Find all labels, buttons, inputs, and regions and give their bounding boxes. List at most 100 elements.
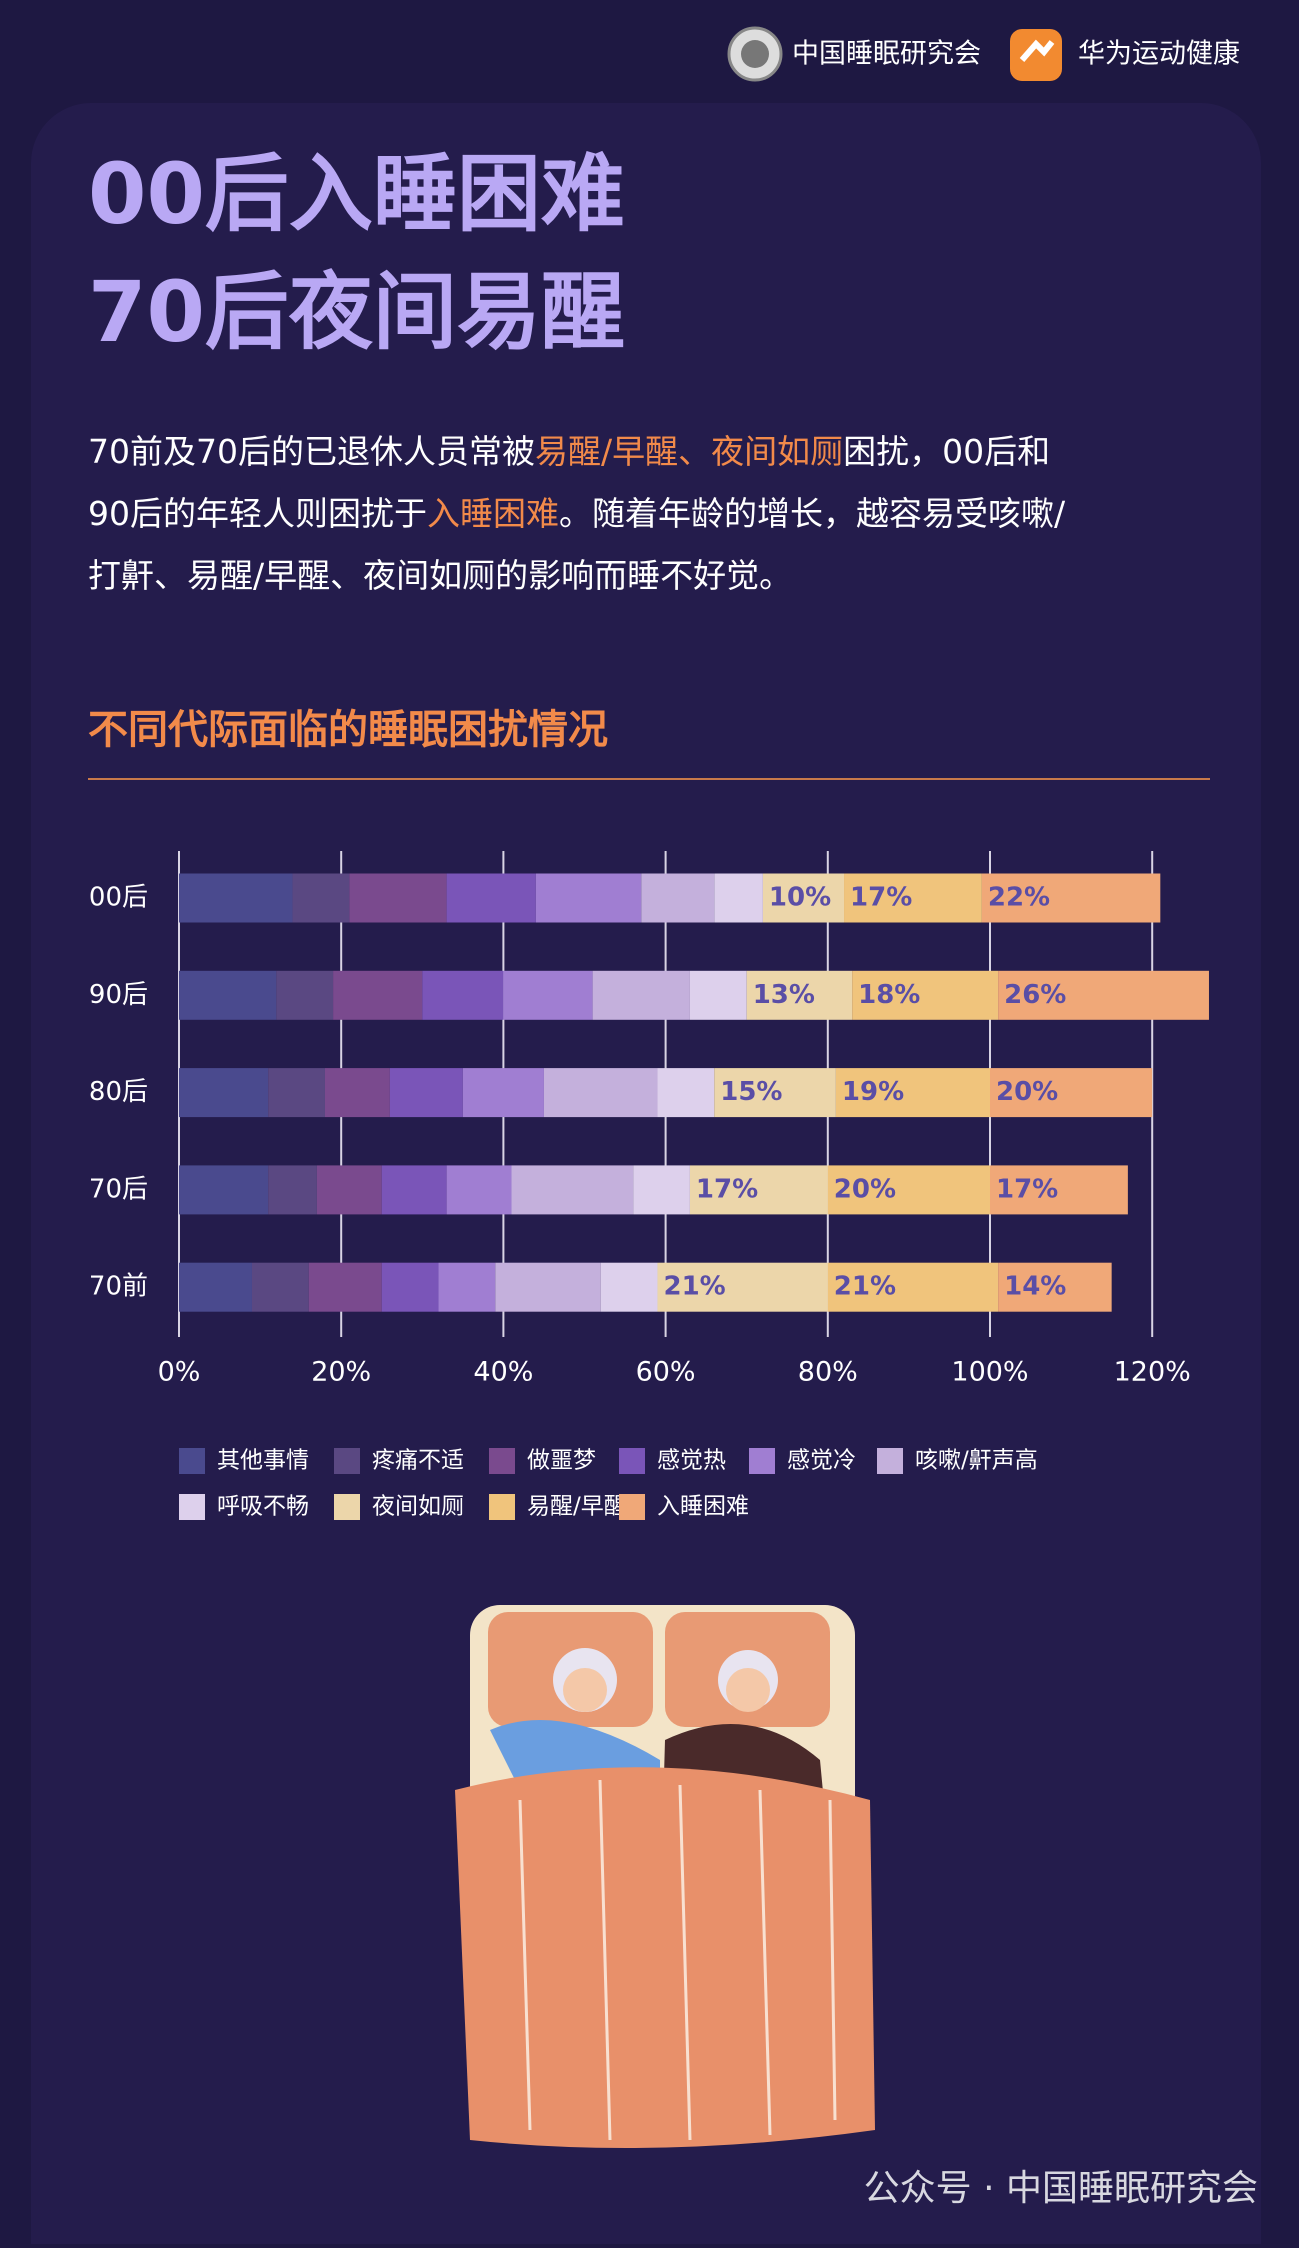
bar-segment <box>179 1068 269 1118</box>
y-tick-label: 80后 <box>89 1077 148 1107</box>
bar-segment <box>657 1262 828 1312</box>
bar-segment <box>998 970 1209 1020</box>
illustration <box>455 1605 875 2148</box>
bar-segment <box>268 1165 317 1215</box>
paragraph-line: 打鼾、易醒/早醒、夜间如厕的影响而睡不好觉。 <box>88 556 792 595</box>
bar-segment <box>535 873 642 923</box>
bar-segment <box>389 1068 463 1118</box>
bar-segment <box>438 1262 496 1312</box>
legend-label: 夜间如厕 <box>372 1494 464 1520</box>
chart-title: 不同代际面临的睡眠困扰情况 <box>88 707 608 753</box>
y-tick-label: 90后 <box>89 980 148 1010</box>
paragraph-line: 90后的年轻人则困扰于入睡困难。随着年龄的增长，越容易受咳嗽/ <box>88 494 1066 533</box>
bar-segment <box>179 1262 252 1312</box>
legend-label: 咳嗽/鼾声高 <box>915 1448 1038 1474</box>
legend-swatch <box>619 1448 645 1474</box>
legend-swatch <box>489 1448 515 1474</box>
value-label: 13% <box>753 980 815 1010</box>
paragraph-span: 困扰，00后和 <box>843 432 1050 471</box>
headline: 00后入睡困难 <box>88 145 625 243</box>
bar-segment <box>316 1165 382 1215</box>
org-name: 中国睡眠研究会 <box>792 39 981 70</box>
legend-label: 感觉冷 <box>787 1448 856 1474</box>
x-tick-label: 20% <box>311 1357 371 1388</box>
bar-segment <box>276 970 334 1020</box>
legend-label: 易醒/早醒 <box>527 1494 627 1520</box>
bar-segment <box>324 1068 390 1118</box>
value-label: 17% <box>850 883 912 913</box>
bar-segment <box>446 1165 512 1215</box>
value-label: 21% <box>663 1272 725 1302</box>
bar-segment <box>689 1165 828 1215</box>
value-label: 20% <box>834 1174 896 1204</box>
value-label: 17% <box>696 1174 758 1204</box>
legend-label: 入睡困难 <box>657 1494 749 1520</box>
headline: 70后夜间易醒 <box>88 263 625 361</box>
bar-segment <box>251 1262 309 1312</box>
bar-segment <box>852 970 999 1020</box>
paragraph-line: 70前及70后的已退休人员常被易醒/早醒、夜间如厕困扰，00后和 <box>88 432 1050 471</box>
bar-segment <box>179 970 277 1020</box>
watermark: 公众号 · 中国睡眠研究会 <box>864 2168 1258 2209</box>
x-tick-label: 60% <box>636 1357 696 1388</box>
bar-segment <box>990 1165 1128 1215</box>
bar-segment <box>689 970 747 1020</box>
logo-1-inner <box>741 40 769 68</box>
paragraph-span: 入睡困难 <box>427 494 559 533</box>
bar-segment <box>714 873 763 923</box>
bar-segment <box>446 873 536 923</box>
bar-segment <box>657 1068 715 1118</box>
logo-2-mark <box>1019 39 1055 62</box>
legend-label: 做噩梦 <box>527 1448 596 1474</box>
bar-segment <box>349 873 447 923</box>
paragraph-span: 90后的年轻人则困扰于 <box>88 494 427 533</box>
bar-segment <box>746 970 853 1020</box>
legend-swatch <box>179 1448 205 1474</box>
bar-segment <box>641 873 715 923</box>
bar-segment <box>268 1068 325 1118</box>
legend-swatch <box>877 1448 903 1474</box>
bar-segment <box>981 873 1161 923</box>
bar-segment <box>633 1165 690 1215</box>
value-label: 10% <box>769 883 831 913</box>
bar-segment <box>381 1262 439 1312</box>
bar-segment <box>543 1068 658 1118</box>
value-label: 18% <box>858 980 920 1010</box>
paragraph-span: 打鼾、易醒/早醒、夜间如厕的影响而睡不好觉。 <box>88 556 792 595</box>
paragraph-span: 易醒/早醒、夜间如厕 <box>535 432 843 471</box>
value-label: 17% <box>996 1174 1058 1204</box>
legend-swatch <box>619 1494 645 1520</box>
value-label: 15% <box>720 1077 782 1107</box>
bar-segment <box>827 1165 990 1215</box>
legend-swatch <box>749 1448 775 1474</box>
bar-segment <box>714 1068 836 1118</box>
paragraph-span: 。随着年龄的增长，越容易受咳嗽/ <box>559 494 1066 533</box>
bar-segment <box>179 873 293 923</box>
value-label: 26% <box>1004 980 1066 1010</box>
x-tick-label: 100% <box>951 1357 1028 1388</box>
legend-label: 疼痛不适 <box>372 1448 464 1474</box>
legend-label: 呼吸不畅 <box>217 1494 309 1520</box>
bar-segment <box>503 970 593 1020</box>
y-tick-label: 00后 <box>89 883 148 913</box>
y-tick-label: 70后 <box>89 1174 148 1204</box>
legend-label: 其他事情 <box>217 1448 309 1474</box>
bar-segment <box>844 873 982 923</box>
org-name: 华为运动健康 <box>1078 39 1240 70</box>
bar-segment <box>308 1262 382 1312</box>
bar-segment <box>990 1068 1153 1118</box>
bar-segment <box>292 873 350 923</box>
value-label: 22% <box>988 883 1050 913</box>
legend-swatch <box>179 1494 205 1520</box>
bar-segment <box>333 970 423 1020</box>
legend-swatch <box>334 1448 360 1474</box>
value-label: 19% <box>842 1077 904 1107</box>
x-tick-label: 40% <box>473 1357 533 1388</box>
bar-segment <box>422 970 504 1020</box>
bar-segment <box>827 1262 999 1312</box>
value-label: 21% <box>834 1272 896 1302</box>
bar-segment <box>592 970 690 1020</box>
bar-segment <box>998 1262 1112 1312</box>
